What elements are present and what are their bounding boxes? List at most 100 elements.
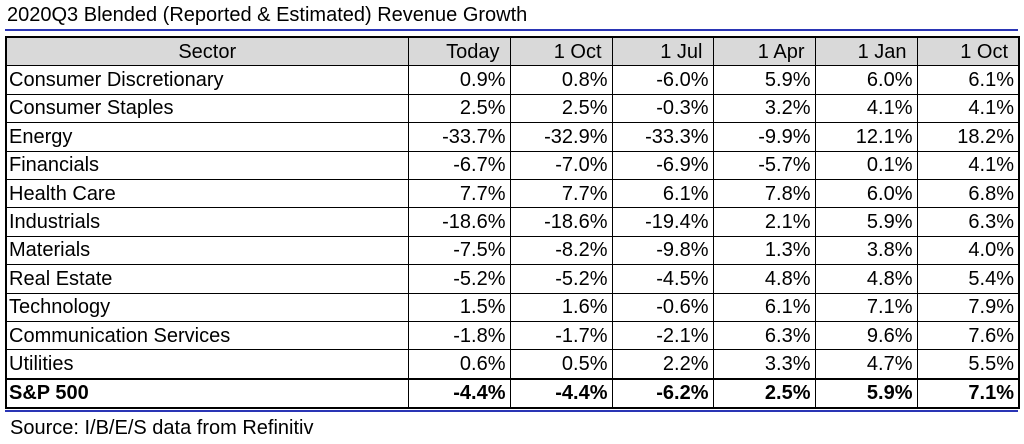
sector-name: Communication Services xyxy=(5,320,409,351)
value-cell: -18.6% xyxy=(407,207,511,237)
value-cell: 5.4% xyxy=(916,264,1020,294)
value-cell: 4.8% xyxy=(814,264,918,294)
value-cell: -0.3% xyxy=(611,93,714,124)
table-row: Materials -7.5% -8.2% -9.8% 1.3% 3.8% 4.0% xyxy=(5,235,1020,266)
chart-title: 2020Q3 Blended (Reported & Estimated) Re… xyxy=(7,4,528,26)
sector-name: S&P 500 xyxy=(5,377,409,409)
value-cell: 1.3% xyxy=(712,235,816,266)
value-cell: 7.7% xyxy=(509,178,613,209)
value-cell: 7.1% xyxy=(814,292,918,322)
value-cell: 6.3% xyxy=(712,320,816,351)
value-cell: 6.1% xyxy=(611,178,714,209)
header-row: Sector Today 1 Oct 1 Jul 1 Apr 1 Jan 1 O… xyxy=(5,36,1020,67)
value-cell: 4.1% xyxy=(916,93,1020,124)
value-cell: 6.8% xyxy=(916,178,1020,209)
value-cell: 4.1% xyxy=(916,150,1020,180)
value-cell: 0.8% xyxy=(509,65,613,95)
column-header-sector: Sector xyxy=(5,36,409,67)
value-cell: -18.6% xyxy=(509,207,613,237)
value-cell: 7.9% xyxy=(916,292,1020,322)
table-row: Consumer Staples 2.5% 2.5% -0.3% 3.2% 4.1% 4.1… xyxy=(5,93,1020,124)
column-header-today: Today xyxy=(407,36,511,67)
table-row: Technology 1.5% 1.6% -0.6% 6.1% 7.1% 7.9% xyxy=(5,292,1020,322)
value-cell: -7.5% xyxy=(407,235,511,266)
value-cell: 0.1% xyxy=(814,150,918,180)
sector-name: Industrials xyxy=(5,207,409,237)
value-cell: -4.4% xyxy=(407,377,511,409)
value-cell: 4.7% xyxy=(814,349,918,380)
value-cell: 7.7% xyxy=(407,178,511,209)
sector-name: Technology xyxy=(5,292,409,322)
value-cell: -1.7% xyxy=(509,320,613,351)
sector-name: Financials xyxy=(5,150,409,180)
value-cell: 2.1% xyxy=(712,207,816,237)
column-header-1-jul: 1 Jul xyxy=(611,36,714,67)
value-cell: 0.5% xyxy=(509,349,613,380)
value-cell: 3.2% xyxy=(712,93,816,124)
value-cell: -6.0% xyxy=(611,65,714,95)
value-cell: 5.9% xyxy=(814,377,918,409)
source-note: Source: I/B/E/S data from Refinitiv xyxy=(10,417,314,439)
value-cell: -33.7% xyxy=(407,122,511,152)
value-cell: -0.6% xyxy=(611,292,714,322)
table-row: Utilities 0.6% 0.5% 2.2% 3.3% 4.7% 5.5% xyxy=(5,349,1020,380)
value-cell: 2.5% xyxy=(407,93,511,124)
title-rule xyxy=(5,29,1018,31)
value-cell: -8.2% xyxy=(509,235,613,266)
footer-rule xyxy=(5,410,1018,412)
value-cell: 2.5% xyxy=(509,93,613,124)
value-cell: -1.8% xyxy=(407,320,511,351)
value-cell: 7.8% xyxy=(712,178,816,209)
sector-name: Real Estate xyxy=(5,264,409,294)
value-cell: 6.0% xyxy=(814,178,918,209)
sector-name: Consumer Staples xyxy=(5,93,409,124)
value-cell: -4.5% xyxy=(611,264,714,294)
value-cell: 18.2% xyxy=(916,122,1020,152)
value-cell: -9.8% xyxy=(611,235,714,266)
column-header-1-oct: 1 Oct xyxy=(509,36,613,67)
value-cell: 6.0% xyxy=(814,65,918,95)
value-cell: -4.4% xyxy=(509,377,613,409)
table-row: Financials -6.7% -7.0% -6.9% -5.7% 0.1% 4.1% xyxy=(5,150,1020,180)
value-cell: -6.7% xyxy=(407,150,511,180)
revenue-growth-table: Sector Today 1 Oct 1 Jul 1 Apr 1 Jan 1 O… xyxy=(5,36,1020,410)
value-cell: 6.3% xyxy=(916,207,1020,237)
value-cell: 1.5% xyxy=(407,292,511,322)
value-cell: -5.2% xyxy=(407,264,511,294)
value-cell: 6.1% xyxy=(712,292,816,322)
sector-name: Consumer Discretionary xyxy=(5,65,409,95)
total-row: S&P 500 -4.4% -4.4% -6.2% 2.5% 5.9% 7.1% xyxy=(5,377,1020,409)
sector-name: Materials xyxy=(5,235,409,266)
value-cell: 3.8% xyxy=(814,235,918,266)
value-cell: -9.9% xyxy=(712,122,816,152)
value-cell: 1.6% xyxy=(509,292,613,322)
value-cell: 4.1% xyxy=(814,93,918,124)
table-row: Industrials -18.6% -18.6% -19.4% 2.1% 5.9% 6.3… xyxy=(5,207,1020,237)
sector-name: Utilities xyxy=(5,349,409,380)
value-cell: -33.3% xyxy=(611,122,714,152)
value-cell: 12.1% xyxy=(814,122,918,152)
value-cell: 6.1% xyxy=(916,65,1020,95)
value-cell: 0.9% xyxy=(407,65,511,95)
value-cell: 5.5% xyxy=(916,349,1020,380)
value-cell: 5.9% xyxy=(814,207,918,237)
table-row: Real Estate -5.2% -5.2% -4.5% 4.8% 4.8% 5.4% xyxy=(5,264,1020,294)
value-cell: 4.0% xyxy=(916,235,1020,266)
sector-name: Energy xyxy=(5,122,409,152)
table-row: Communication Services -1.8% -1.7% -2.1% 6.3… xyxy=(5,320,1020,351)
table-row: Energy -33.7% -32.9% -33.3% -9.9% 12.1% 18.2% xyxy=(5,122,1020,152)
value-cell: -6.9% xyxy=(611,150,714,180)
value-cell: 2.2% xyxy=(611,349,714,380)
value-cell: 3.3% xyxy=(712,349,816,380)
value-cell: -19.4% xyxy=(611,207,714,237)
value-cell: -6.2% xyxy=(611,377,714,409)
sector-name: Health Care xyxy=(5,178,409,209)
value-cell: -5.7% xyxy=(712,150,816,180)
column-header-1-jan: 1 Jan xyxy=(814,36,918,67)
value-cell: -2.1% xyxy=(611,320,714,351)
value-cell: 7.1% xyxy=(916,377,1020,409)
value-cell: 4.8% xyxy=(712,264,816,294)
value-cell: 0.6% xyxy=(407,349,511,380)
value-cell: 7.6% xyxy=(916,320,1020,351)
value-cell: 5.9% xyxy=(712,65,816,95)
